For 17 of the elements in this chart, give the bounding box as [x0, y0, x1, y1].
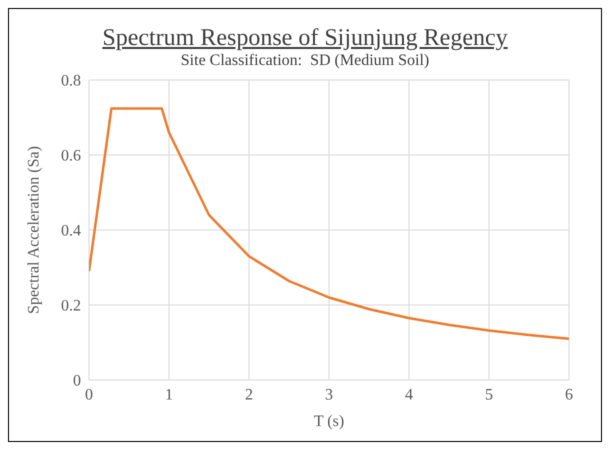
y-axis-title: Spectral Acceleration (Sa)	[26, 146, 43, 314]
x-axis-title: T (s)	[314, 413, 344, 430]
line-series	[89, 107, 569, 340]
x-tick-label: 3	[325, 386, 333, 404]
x-tick-label: 4	[405, 386, 413, 404]
chart-title: Spectrum Response of Sijunjung Regency	[101, 25, 509, 52]
y-tick-label: 0.4	[61, 222, 81, 240]
x-tick-label: 5	[485, 386, 493, 404]
x-tick-label: 6	[565, 386, 573, 404]
x-tick-label: 1	[165, 386, 173, 404]
y-tick-label: 0	[73, 372, 81, 390]
x-tick-label: 2	[245, 386, 253, 404]
chart-subtitle: Site Classification: SD (Medium Soil)	[180, 52, 430, 70]
y-tick-label: 0.6	[61, 148, 81, 165]
y-tick-label: 0.8	[61, 72, 81, 90]
x-tick-label: 0	[85, 386, 93, 404]
y-tick-label: 0.2	[61, 298, 81, 315]
